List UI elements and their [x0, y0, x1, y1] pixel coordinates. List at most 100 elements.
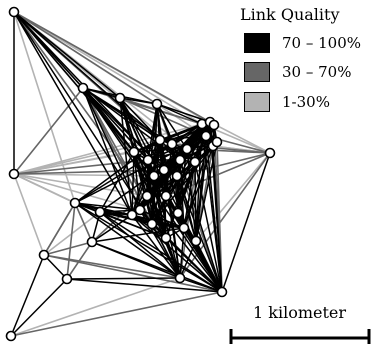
network-node: [200, 130, 212, 142]
network-node: [148, 170, 160, 182]
link-strong: [195, 240, 223, 293]
link-strong: [66, 277, 181, 280]
link-strong: [177, 148, 188, 214]
link-medium: [13, 11, 211, 123]
link-strong: [13, 11, 135, 153]
scale-bar: 1 kilometer: [228, 300, 372, 350]
link-strong: [139, 209, 185, 229]
network-node: [114, 92, 126, 104]
network-node: [141, 190, 153, 202]
link-weak: [13, 123, 203, 175]
network-node: [216, 286, 228, 298]
link-strong: [195, 141, 218, 242]
link-weak: [13, 173, 76, 204]
link-medium: [43, 254, 181, 279]
link-strong: [66, 278, 223, 293]
legend-label-weak: 1-30%: [282, 93, 330, 111]
network-node: [189, 156, 201, 168]
link-medium: [66, 202, 76, 280]
link-strong: [91, 227, 185, 243]
link-strong: [183, 227, 223, 293]
network-node: [174, 272, 186, 284]
link-strong: [74, 202, 223, 293]
link-strong: [131, 151, 135, 216]
legend-swatch-weak: [244, 92, 270, 112]
link-strong: [146, 175, 178, 197]
link-strong: [99, 211, 181, 279]
link-medium: [13, 11, 158, 105]
link-strong: [194, 161, 197, 242]
nodes-layer: [5, 6, 276, 342]
link-medium: [13, 87, 84, 175]
link-strong: [131, 214, 181, 279]
link-strong: [131, 139, 161, 216]
scale-label: 1 kilometer: [253, 303, 347, 322]
link-strong: [91, 241, 223, 293]
network-node: [38, 249, 50, 261]
network-node: [160, 232, 172, 244]
network-node: [211, 136, 223, 148]
network-node: [128, 146, 140, 158]
link-strong: [10, 254, 45, 337]
link-strong: [156, 103, 188, 150]
network-node: [171, 170, 183, 182]
link-strong: [119, 97, 158, 105]
link-strong: [10, 278, 68, 337]
link-strong: [176, 175, 197, 242]
link-medium: [74, 202, 93, 243]
link-weak: [209, 121, 271, 154]
network-node: [166, 138, 178, 150]
link-strong: [91, 214, 133, 243]
link-strong: [146, 195, 223, 293]
link-strong: [13, 11, 133, 216]
link-strong: [176, 175, 223, 293]
link-strong: [74, 139, 161, 204]
link-strong: [99, 211, 167, 239]
network-node: [8, 168, 20, 180]
legend-label-medium: 30 – 70%: [282, 63, 352, 81]
link-strong: [159, 135, 207, 141]
links-layer: [10, 11, 271, 337]
link-weak: [13, 173, 148, 197]
link-strong: [165, 237, 223, 293]
network-node: [264, 147, 276, 159]
legend-swatch-strong: [244, 33, 270, 53]
network-node: [142, 154, 154, 166]
network-node: [94, 206, 106, 218]
scale-bar-line: [229, 329, 371, 344]
network-node: [160, 190, 172, 202]
legend-title: Link Quality: [240, 5, 340, 24]
link-strong: [99, 151, 135, 213]
network-node: [174, 154, 186, 166]
network-node: [86, 236, 98, 248]
link-strong: [74, 202, 181, 279]
link-strong: [43, 254, 68, 280]
network-node: [61, 273, 73, 285]
link-strong: [212, 145, 223, 293]
link-strong: [119, 97, 133, 216]
link-strong: [82, 87, 133, 216]
link-strong: [13, 11, 161, 141]
network-node: [172, 207, 184, 219]
link-strong: [131, 214, 223, 293]
network-node: [151, 98, 163, 110]
link-medium: [43, 202, 76, 256]
network-node: [146, 218, 158, 230]
link-strong: [74, 202, 141, 211]
link-strong: [221, 152, 271, 293]
link-strong: [179, 227, 185, 279]
network-node: [134, 204, 146, 216]
link-strong: [165, 237, 181, 279]
link-strong: [133, 151, 153, 225]
link-strong: [205, 135, 223, 293]
network-node: [158, 164, 170, 176]
link-strong: [131, 159, 149, 216]
legend-label-strong: 70 – 100%: [282, 34, 362, 52]
link-strong: [194, 161, 223, 293]
link-weak: [13, 173, 45, 256]
network-node: [190, 235, 202, 247]
link-strong: [13, 11, 121, 99]
link-strong: [179, 240, 197, 279]
link-weak: [10, 277, 181, 337]
